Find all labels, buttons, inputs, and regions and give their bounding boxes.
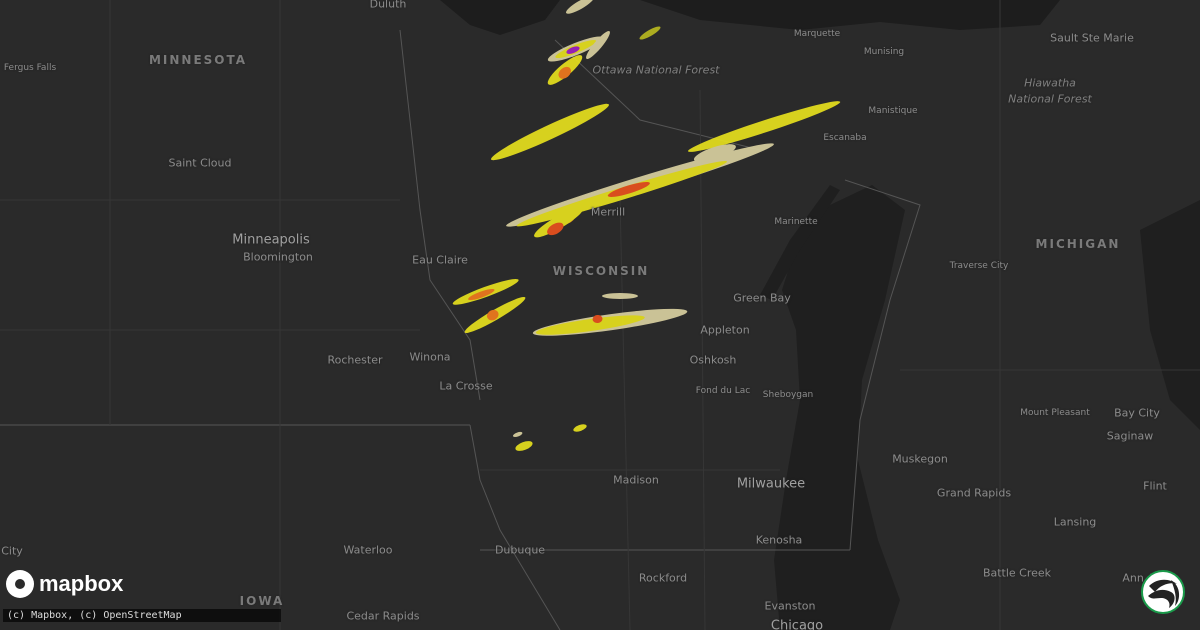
city-label: Escanaba [823, 133, 867, 143]
city-label: Sault Ste Marie [1050, 31, 1134, 45]
green-wave-circle-icon [1141, 570, 1185, 614]
city-label: Rochester [327, 353, 383, 367]
city-label: Milwaukee [736, 476, 806, 492]
city-label: Manistique [868, 106, 918, 116]
city-label: Marinette [774, 217, 818, 227]
city-label: Mount Pleasant [1020, 408, 1090, 418]
city-label: Kenosha [755, 533, 803, 547]
city-label: Saginaw [1106, 429, 1154, 443]
city-label: Sheboygan [762, 390, 814, 400]
city-label: Winona [409, 350, 451, 364]
city-label: Rockford [638, 571, 688, 585]
city-label: Bay City [1114, 406, 1160, 420]
city-label: Muskegon [892, 452, 948, 466]
city-label: Minneapolis [232, 232, 310, 248]
city-label: Traverse City [949, 261, 1009, 271]
lake-huron [1140, 200, 1200, 430]
forest-label-hiawatha-1: Hiawatha [1024, 76, 1076, 90]
city-label: Eau Claire [412, 253, 468, 267]
lake-superior-west [440, 0, 560, 35]
city-label: Duluth [369, 0, 407, 11]
city-label: City [1, 544, 23, 558]
city-label: Green Bay [733, 291, 791, 305]
city-label: Evanston [764, 599, 816, 613]
city-label: La Crosse [439, 379, 493, 393]
city-label: Waterloo [343, 543, 393, 557]
city-label: Chicago [770, 618, 824, 630]
city-label: Fergus Falls [3, 63, 57, 73]
city-label: Grand Rapids [936, 486, 1012, 500]
mapbox-logo[interactable]: mapbox [6, 570, 123, 598]
mapbox-logo-text: mapbox [39, 571, 124, 596]
city-label: Madison [613, 473, 659, 487]
attribution[interactable]: (c) Mapbox, (c) OpenStreetMap [3, 609, 281, 622]
green-bay-water [760, 185, 840, 300]
state-borders [0, 29, 921, 630]
state-label-wisconsin: WISCONSIN [552, 264, 650, 278]
city-label: Oshkosh [689, 353, 737, 367]
state-label-iowa: IOWA [239, 594, 285, 608]
city-label: Flint [1143, 479, 1167, 493]
radar-overlay [452, 0, 841, 451]
city-label: Appleton [700, 323, 750, 337]
mapbox-pin-icon [6, 570, 34, 598]
lake-superior-east [640, 0, 1060, 30]
city-label: Saint Cloud [168, 156, 232, 170]
city-label: Bloomington [243, 250, 313, 264]
city-label: Merrill [590, 205, 626, 219]
city-label: Lansing [1053, 515, 1097, 529]
city-label: Fond du Lac [695, 386, 751, 396]
city-label: Marquette [793, 29, 841, 39]
forest-label-ottawa: Ottawa National Forest [592, 63, 720, 77]
forest-label-hiawatha-2: National Forest [1008, 92, 1092, 106]
city-label: Munising [863, 47, 905, 57]
city-label: Cedar Rapids [346, 609, 420, 623]
state-label-minnesota: MINNESOTA [148, 53, 248, 67]
state-label-michigan: MICHIGAN [1035, 237, 1121, 251]
city-label: Battle Creek [982, 566, 1052, 580]
lake-michigan [774, 185, 905, 630]
city-label: Dubuque [494, 543, 546, 557]
